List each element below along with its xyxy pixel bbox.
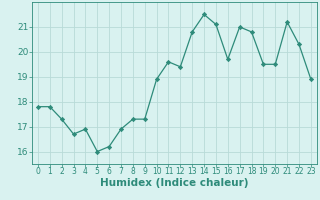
X-axis label: Humidex (Indice chaleur): Humidex (Indice chaleur) [100,178,249,188]
